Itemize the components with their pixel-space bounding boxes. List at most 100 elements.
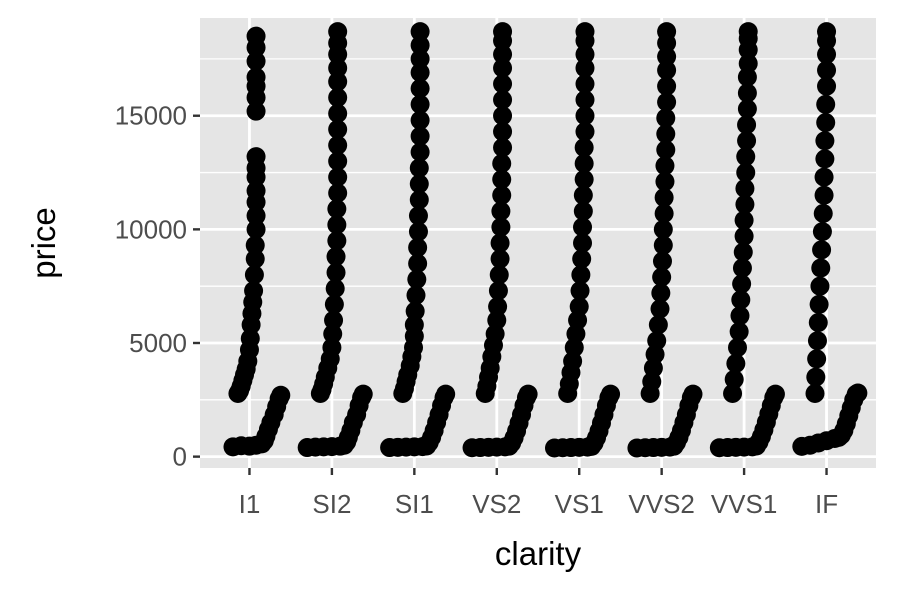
data-point [409, 158, 429, 178]
data-point [815, 149, 835, 169]
data-point [654, 188, 674, 208]
data-point [575, 22, 595, 42]
y-tick-label: 15000 [115, 101, 187, 131]
data-point [409, 190, 429, 210]
data-point [574, 138, 594, 158]
data-point [730, 306, 750, 326]
data-point [240, 328, 260, 348]
data-point [493, 138, 513, 158]
data-point [572, 249, 592, 269]
data-point [569, 297, 589, 317]
data-point [246, 147, 266, 167]
data-point [491, 201, 511, 221]
data-point [246, 51, 266, 71]
data-point [408, 206, 428, 226]
data-point [328, 88, 348, 108]
y-axis-title: price [25, 207, 62, 279]
y-axis: 0 5000 10000 15000 [115, 101, 200, 472]
data-point [493, 106, 513, 126]
data-point [732, 258, 752, 278]
data-point [404, 315, 424, 335]
data-point [811, 258, 831, 278]
data-point [246, 219, 266, 239]
data-point [575, 106, 595, 126]
data-point [575, 44, 595, 64]
data-point [246, 181, 266, 201]
data-point [271, 385, 291, 405]
data-point [733, 242, 753, 262]
data-point [570, 281, 590, 301]
data-point [408, 222, 428, 242]
data-point [812, 222, 832, 242]
data-point [816, 113, 836, 133]
data-point [817, 22, 837, 42]
data-point [651, 283, 671, 303]
data-point [246, 206, 266, 226]
data-point [737, 83, 757, 103]
data-point [409, 174, 429, 194]
y-tick-label: 10000 [115, 214, 187, 244]
data-point [810, 276, 830, 296]
data-point [736, 163, 756, 183]
data-point [327, 215, 347, 235]
data-point [493, 44, 513, 64]
x-tick-label: VS2 [472, 489, 521, 519]
data-point [816, 94, 836, 114]
data-point [812, 240, 832, 260]
data-point [327, 231, 347, 251]
data-point [737, 99, 757, 119]
data-point [410, 78, 430, 98]
y-tick-label: 0 [173, 442, 187, 472]
data-point [326, 263, 346, 283]
data-point [410, 35, 430, 55]
data-point [657, 60, 677, 80]
data-point [723, 383, 743, 403]
data-point [653, 235, 673, 255]
data-point [327, 199, 347, 219]
data-point [575, 74, 595, 94]
data-point [817, 60, 837, 80]
data-point [326, 247, 346, 267]
data-point [726, 353, 746, 373]
data-point [731, 290, 751, 310]
data-point [575, 122, 595, 142]
data-point [734, 226, 754, 246]
data-points [223, 22, 868, 458]
data-point [328, 103, 348, 123]
data-point [647, 331, 667, 351]
data-point [518, 384, 538, 404]
data-point [806, 367, 826, 387]
data-point [575, 58, 595, 78]
x-tick-label: SI1 [395, 489, 434, 519]
data-point [406, 285, 426, 305]
data-point [724, 369, 744, 389]
data-point [571, 265, 591, 285]
data-point [328, 167, 348, 187]
data-point [683, 384, 703, 404]
data-point [408, 238, 428, 258]
x-tick-label: I1 [239, 489, 261, 519]
data-point [493, 90, 513, 110]
data-point [492, 185, 512, 205]
data-point [807, 331, 827, 351]
data-point [324, 294, 344, 314]
data-point [848, 383, 868, 403]
data-point [493, 58, 513, 78]
data-point [407, 269, 427, 289]
data-point [487, 310, 507, 330]
data-point [814, 167, 834, 187]
data-point [410, 49, 430, 69]
data-point [737, 131, 757, 151]
data-point [573, 185, 593, 205]
data-point [493, 122, 513, 142]
data-point [244, 265, 264, 285]
data-point [656, 108, 676, 128]
data-point [657, 76, 677, 96]
data-point [736, 147, 756, 167]
x-tick-label: SI2 [312, 489, 351, 519]
data-point [817, 76, 837, 96]
data-point [653, 219, 673, 239]
data-point [813, 203, 833, 223]
y-tick-label: 5000 [129, 328, 187, 358]
